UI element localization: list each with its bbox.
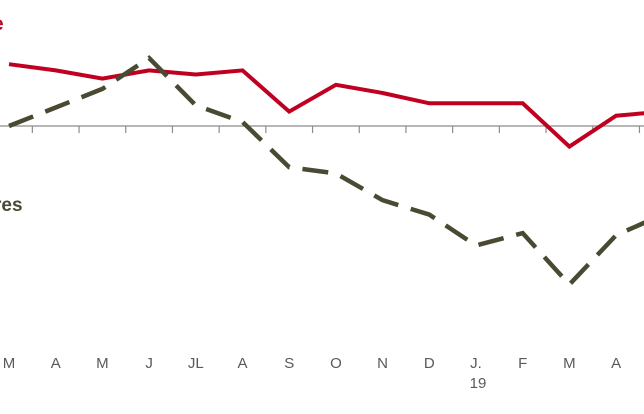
- labels-layer: e res: [0, 14, 23, 216]
- x-tick-label: J: [145, 355, 153, 372]
- x-tick-label: D: [424, 355, 435, 372]
- x-tick-label: M: [3, 355, 16, 372]
- series-label-1: e: [0, 14, 4, 35]
- series-layer: [8, 55, 644, 288]
- x-tick-label: M: [96, 355, 109, 372]
- x-tick-label: A: [237, 355, 247, 372]
- x-tick-label: O: [330, 355, 342, 372]
- x-tick-label: F: [518, 355, 527, 372]
- series-line-1: [8, 62, 644, 150]
- x-tick-label: M: [563, 355, 576, 372]
- x-tick-label: N: [377, 355, 388, 372]
- x-tick-sublabel: 19: [470, 375, 487, 392]
- x-tick-label: A: [611, 355, 621, 372]
- series-line-2: [8, 55, 644, 288]
- x-axis: M A M J JL A S O N D J. 19 F M A: [0, 125, 644, 392]
- x-tick-label: J.: [470, 355, 482, 372]
- x-tick-label: JL: [188, 355, 204, 372]
- x-tick-label: A: [51, 355, 61, 372]
- series-label-2: res: [0, 195, 23, 216]
- x-tick-label: S: [284, 355, 294, 372]
